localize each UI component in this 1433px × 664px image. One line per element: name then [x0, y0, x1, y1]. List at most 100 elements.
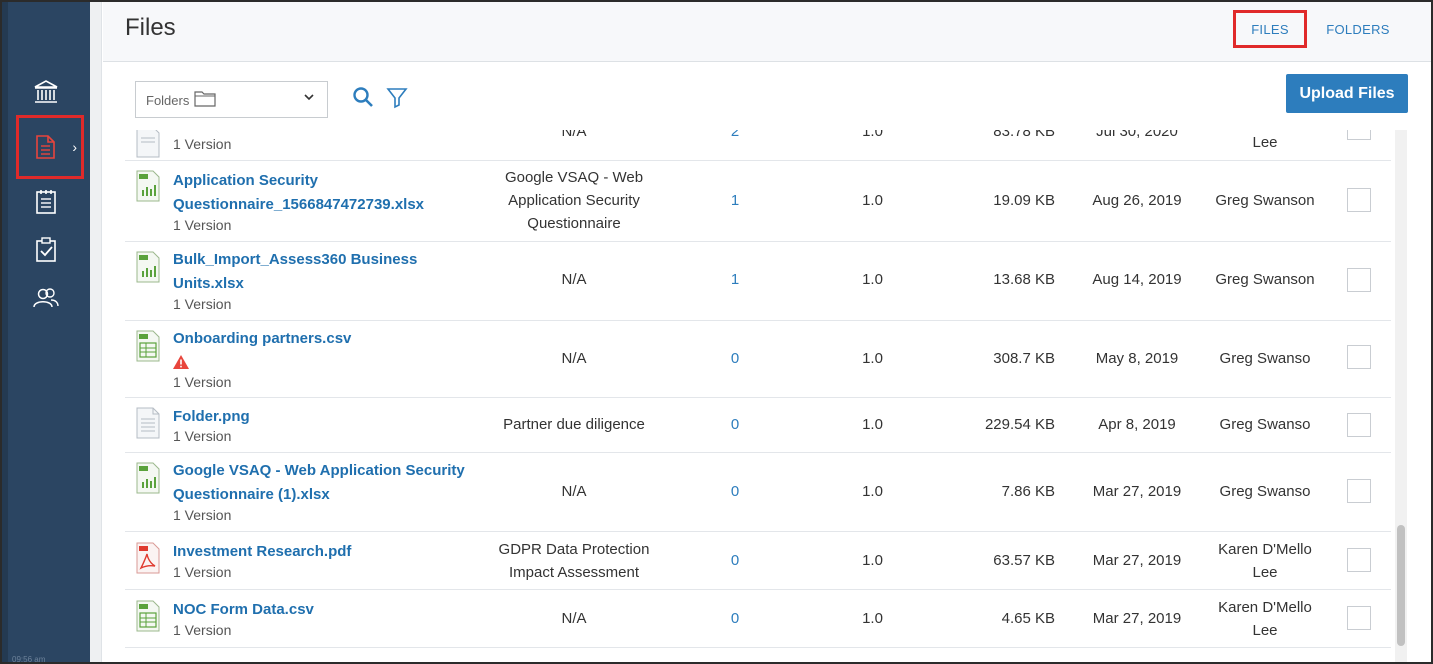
file-version: 1 Version	[173, 507, 232, 523]
size-cell: 13.68 KB	[993, 271, 1055, 288]
version-cell: 1.0	[862, 192, 883, 209]
clock-text: 09:56 am	[12, 655, 46, 664]
count-link[interactable]: 2	[730, 130, 740, 140]
version-cell: 1.0	[862, 610, 883, 627]
file-version: 1 Version	[173, 564, 232, 580]
file-version: 1 Version	[173, 374, 232, 390]
version-cell: 1.0	[862, 130, 883, 140]
count-link[interactable]: 0	[730, 416, 740, 433]
table-row[interactable]: Folder.png 1 Version Partner due diligen…	[125, 398, 1391, 453]
file-name-link[interactable]: Application Security Questionnaire_15668…	[173, 172, 425, 213]
excel-file-icon	[136, 170, 160, 202]
date-cell: Mar 27, 2019	[1092, 483, 1182, 500]
count-link[interactable]: 0	[730, 610, 740, 627]
associated-cell: N/A	[561, 350, 587, 367]
table-row[interactable]: Onboarding partners.csv 1 Version N/A 0 …	[125, 321, 1391, 398]
date-cell: Aug 14, 2019	[1092, 271, 1182, 288]
sidebar-item-notebook[interactable]	[22, 182, 70, 222]
table-row[interactable]: Bulk_Import_Assess360 Business Units.xls…	[125, 242, 1391, 321]
files-table: 1 Version N/A 2 1.0 83.78 KB Jul 30, 202…	[103, 130, 1393, 662]
csv-file-icon	[136, 330, 160, 362]
filter-icon[interactable]	[385, 85, 409, 109]
sidebar-gutter	[90, 0, 102, 664]
size-cell: 229.54 KB	[984, 416, 1055, 433]
date-cell: Mar 27, 2019	[1092, 552, 1182, 569]
version-cell: 1.0	[862, 483, 883, 500]
folders-dropdown[interactable]: Folders	[135, 81, 328, 118]
file-name-link[interactable]: Folder.png	[173, 408, 250, 425]
row-checkbox[interactable]	[1347, 479, 1371, 503]
bank-icon	[34, 80, 58, 103]
owner-cell: Greg Swanso	[1219, 416, 1311, 433]
row-checkbox[interactable]	[1347, 548, 1371, 572]
version-cell: 1.0	[862, 271, 883, 288]
associated-cell: Google VSAQ - Web Application Security Q…	[504, 169, 644, 232]
table-row[interactable]: 1 Version N/A 2 1.0 83.78 KB Jul 30, 202…	[125, 130, 1391, 161]
owner-cell: Karen D'Mello Lee	[1218, 541, 1312, 581]
owner-cell: Greg Swanso	[1219, 483, 1311, 500]
associated-cell: Partner due diligence	[503, 416, 645, 433]
row-checkbox[interactable]	[1347, 413, 1371, 437]
date-cell: May 8, 2019	[1095, 350, 1179, 367]
row-checkbox[interactable]	[1347, 188, 1371, 212]
table-row[interactable]: Investment Research.pdf 1 Version GDPR D…	[125, 532, 1391, 590]
table-row[interactable]: Application Security Questionnaire_15668…	[125, 161, 1391, 242]
tab-files[interactable]: FILES	[1233, 10, 1307, 48]
file-name-link[interactable]: Bulk_Import_Assess360 Business Units.xls…	[173, 251, 418, 292]
row-checkbox[interactable]	[1347, 606, 1371, 630]
users-icon	[33, 288, 59, 308]
file-name-link[interactable]: Onboarding partners.csv	[173, 330, 352, 347]
sidebar-item-users[interactable]	[22, 278, 70, 318]
file-name-link[interactable]: NOC Form Data.csv	[173, 601, 314, 618]
csv-file-icon	[136, 600, 160, 632]
file-version: 1 Version	[173, 622, 232, 638]
count-link[interactable]: 1	[730, 271, 740, 288]
count-link[interactable]: 0	[730, 350, 740, 367]
folders-dropdown-label: Folders	[146, 93, 190, 108]
sidebar-item-files[interactable]: ›	[16, 115, 84, 179]
file-version: 1 Version	[173, 217, 232, 233]
file-version: 1 Version	[173, 136, 232, 152]
owner-cell: Greg Swanson	[1215, 192, 1315, 209]
count-link[interactable]: 0	[730, 483, 740, 500]
associated-cell: N/A	[561, 483, 587, 500]
excel-file-icon	[136, 251, 160, 283]
version-cell: 1.0	[862, 350, 883, 367]
file-version: 1 Version	[173, 428, 232, 444]
sidebar: › 09:56 am	[0, 0, 90, 664]
table-row[interactable]: Google VSAQ - Web Application Security Q…	[125, 453, 1391, 532]
file-name-link[interactable]: Investment Research.pdf	[173, 543, 352, 560]
associated-cell: N/A	[561, 271, 587, 288]
search-icon[interactable]	[351, 85, 375, 109]
chevron-right-icon: ›	[72, 139, 77, 155]
size-cell: 63.57 KB	[993, 552, 1055, 569]
sidebar-strip	[0, 0, 8, 664]
sidebar-item-tasks[interactable]	[22, 230, 70, 270]
count-link[interactable]: 0	[730, 552, 740, 569]
warning-icon	[173, 355, 189, 369]
page-title: Files	[125, 14, 176, 41]
size-cell: 308.7 KB	[993, 350, 1055, 367]
file-version: 1 Version	[173, 296, 232, 312]
row-checkbox[interactable]	[1347, 130, 1371, 140]
scrollbar-thumb[interactable]	[1397, 525, 1405, 646]
date-cell: Aug 26, 2019	[1092, 192, 1182, 209]
associated-cell: GDPR Data Protection Impact Assessment	[498, 541, 650, 581]
document-icon	[36, 135, 55, 159]
date-cell: Jul 30, 2020	[1096, 130, 1178, 140]
tab-folders[interactable]: FOLDERS	[1326, 21, 1390, 37]
size-cell: 4.65 KB	[1001, 610, 1055, 627]
associated-cell: N/A	[561, 610, 587, 627]
row-checkbox[interactable]	[1347, 268, 1371, 292]
sidebar-item-bank[interactable]	[22, 72, 70, 112]
owner-cell: Karen D'Mello Lee	[1218, 599, 1312, 639]
excel-file-icon	[136, 462, 160, 494]
pdf-file-icon	[136, 542, 160, 574]
table-row[interactable]: NOC Form Data.csv 1 Version N/A 0 1.0 4.…	[125, 590, 1391, 648]
file-name-link[interactable]: Google VSAQ - Web Application Security Q…	[173, 462, 465, 503]
count-link[interactable]: 1	[730, 192, 740, 209]
upload-files-button[interactable]: Upload Files	[1286, 74, 1408, 113]
owner-cell: Greg Swanson	[1215, 271, 1315, 288]
row-checkbox[interactable]	[1347, 345, 1371, 369]
owner-cell: Greg Swanso	[1219, 350, 1311, 367]
